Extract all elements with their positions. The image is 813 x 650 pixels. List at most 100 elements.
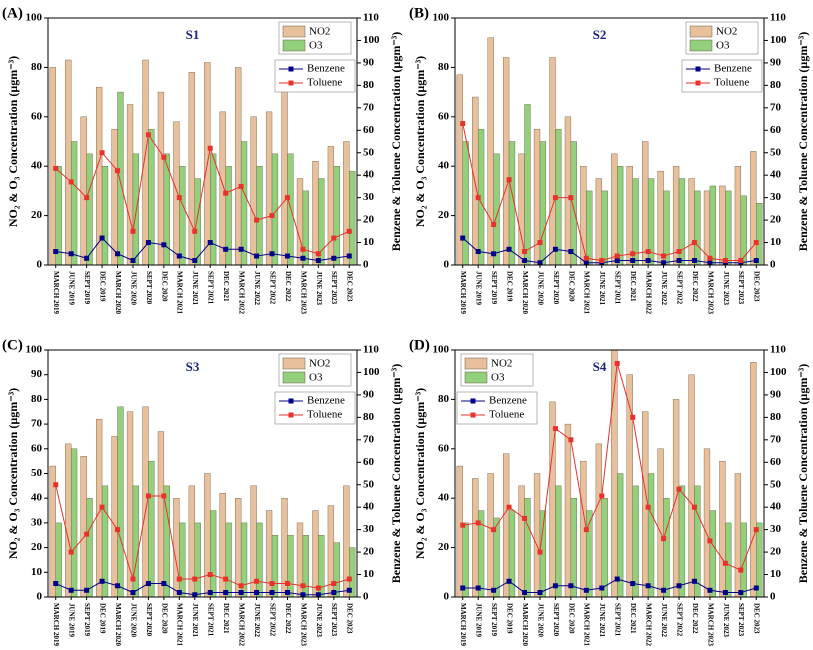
- y-tick-label: 0: [37, 591, 43, 603]
- x-tick-label: MARCH 2020: [521, 603, 529, 646]
- marker: [145, 493, 151, 499]
- y-tick-label: 0: [444, 259, 450, 271]
- y2-tick-label: 30: [363, 191, 375, 203]
- marker: [161, 493, 167, 499]
- x-tick-label: MARCH 2023: [299, 271, 307, 314]
- bar: [132, 153, 140, 266]
- marker: [145, 240, 151, 246]
- bar: [595, 443, 602, 598]
- x-tick-label: SEPT 2023: [330, 271, 338, 305]
- y2-tick-label: 0: [363, 259, 369, 271]
- marker: [176, 590, 182, 596]
- bar: [281, 67, 288, 266]
- marker: [645, 249, 651, 255]
- marker: [676, 249, 682, 255]
- bar: [549, 57, 556, 266]
- marker: [269, 590, 275, 596]
- x-tick-label: DEC 2023: [346, 603, 354, 634]
- bar: [719, 185, 726, 266]
- x-tick-label: MARCH 2021: [176, 603, 184, 646]
- bar: [611, 153, 618, 266]
- y2-tick-label: 20: [770, 214, 782, 226]
- legend-swatch: [282, 371, 306, 384]
- chart-title: S1: [186, 27, 200, 42]
- marker: [738, 590, 744, 596]
- y2-axis-label: Benzene & Toluene Concentration (µgm⁻³): [389, 364, 403, 584]
- y2-tick-label: 70: [363, 433, 375, 445]
- marker: [238, 183, 244, 189]
- bar: [148, 460, 155, 598]
- bar: [503, 453, 510, 598]
- marker: [722, 258, 728, 264]
- bar: [709, 185, 716, 266]
- bar: [580, 165, 587, 266]
- bar: [503, 57, 510, 266]
- y2-tick-label: 50: [363, 146, 375, 158]
- x-tick-label: JUNE 2021: [191, 603, 199, 638]
- marker: [99, 578, 105, 584]
- marker: [506, 578, 512, 584]
- marker: [223, 590, 229, 596]
- x-tick-label: MARCH 2020: [114, 271, 122, 314]
- marker: [599, 493, 605, 499]
- marker: [491, 527, 497, 533]
- marker: [99, 235, 105, 241]
- bar: [456, 465, 463, 598]
- bar: [204, 473, 211, 598]
- bar: [111, 128, 118, 266]
- marker: [661, 253, 667, 259]
- marker: [207, 590, 213, 596]
- marker: [300, 592, 306, 598]
- x-tick-label: SEPT 2019: [83, 271, 91, 305]
- x-tick-label: DEC 2022: [284, 271, 292, 302]
- bar: [225, 522, 232, 598]
- marker: [583, 587, 589, 593]
- y-tick-label: 40: [438, 492, 450, 504]
- y-tick-label: 100: [433, 12, 450, 24]
- x-tick-label: SEPT 2021: [207, 603, 215, 637]
- bar: [647, 473, 655, 598]
- bar: [117, 406, 124, 598]
- x-tick-label: JUNE 2020: [129, 603, 137, 638]
- bar: [564, 423, 572, 598]
- line: [55, 237, 350, 262]
- marker: [475, 520, 481, 526]
- x-tick-label: DEC 2020: [160, 603, 168, 634]
- y2-tick-label: 40: [770, 169, 782, 181]
- x-tick-label: DEC 2020: [567, 271, 575, 302]
- marker: [599, 258, 605, 264]
- marker: [176, 253, 182, 259]
- marker: [207, 240, 213, 246]
- marker: [537, 240, 543, 246]
- legend-label: O3: [491, 372, 505, 384]
- y2-axis-label: Benzene & Toluene Concentration (µgm⁻³): [796, 32, 810, 252]
- marker: [552, 195, 558, 201]
- marker: [53, 482, 59, 488]
- x-tick-label: DEC 2020: [567, 603, 575, 634]
- bar: [642, 141, 649, 266]
- bar: [65, 59, 72, 266]
- y2-tick-label: 20: [363, 214, 375, 226]
- panel: (B) S2 0 20 40 60 80 100 0 10 20 30 40 50 60 70 80 90 100 1…: [409, 5, 810, 314]
- marker: [491, 222, 497, 228]
- y-tick-label: 70: [31, 418, 43, 430]
- marker: [753, 585, 759, 591]
- marker: [491, 587, 497, 593]
- x-tick-label: SEPT 2020: [552, 271, 560, 305]
- y2-tick-label: 110: [770, 12, 786, 24]
- marker: [645, 583, 651, 589]
- x-tick-label: MARCH 2023: [299, 603, 307, 646]
- marker: [722, 560, 728, 566]
- bar: [487, 473, 494, 598]
- legend-marker: [470, 398, 476, 404]
- x-tick-label: DEC 2019: [98, 603, 106, 634]
- y2-tick-label: 80: [363, 79, 375, 91]
- x-tick-label: DEC 2023: [753, 603, 761, 634]
- legend-label: O3: [716, 40, 730, 52]
- marker: [722, 590, 728, 596]
- x-tick-label: MARCH 2022: [645, 603, 653, 646]
- legend-label: Toluene: [307, 409, 342, 421]
- marker: [161, 581, 167, 587]
- marker: [552, 246, 558, 252]
- marker: [223, 190, 229, 196]
